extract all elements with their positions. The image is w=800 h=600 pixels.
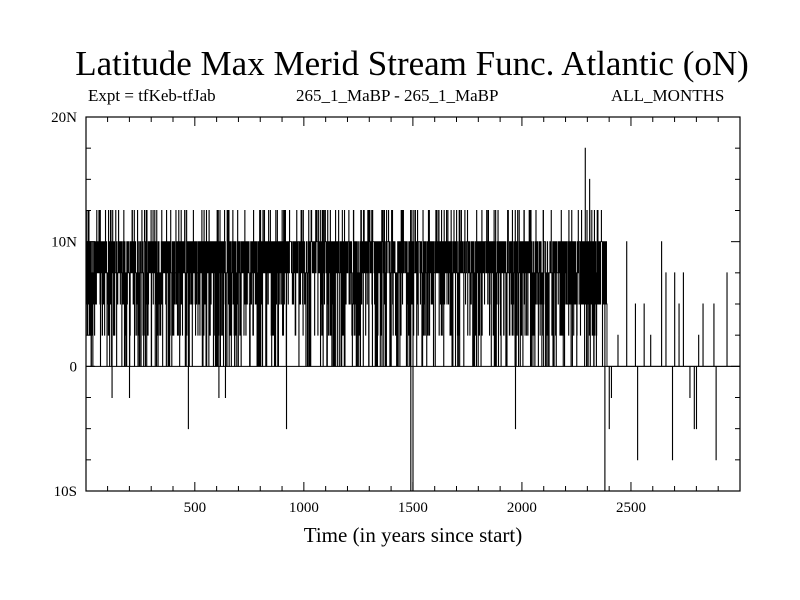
x-tick-label: 2500 — [616, 500, 646, 516]
months-label: ALL_MONTHS — [611, 86, 725, 105]
x-tick-label: 500 — [184, 500, 207, 516]
run-label: 265_1_MaBP - 265_1_MaBP — [296, 86, 499, 105]
x-axis-label: Time (in years since start) — [303, 523, 523, 547]
y-tick-label: 20N — [51, 110, 77, 126]
x-tick-label: 1500 — [398, 500, 428, 516]
axis-layer: 500 1000 1500 2000 2500 10S 0 10N 20N — [51, 110, 741, 516]
y-tick-label: 10S — [54, 484, 77, 500]
series-line — [85, 147, 740, 492]
x-tick-label: 2000 — [507, 500, 537, 516]
series-layer — [85, 147, 740, 492]
experiment-label: Expt = tfKeb-tfJab — [88, 86, 216, 105]
chart-title: Latitude Max Merid Stream Func. Atlantic… — [75, 44, 749, 83]
x-tick-label: 1000 — [289, 500, 319, 516]
y-tick-label: 10N — [51, 235, 77, 251]
y-tick-label: 0 — [70, 359, 78, 375]
